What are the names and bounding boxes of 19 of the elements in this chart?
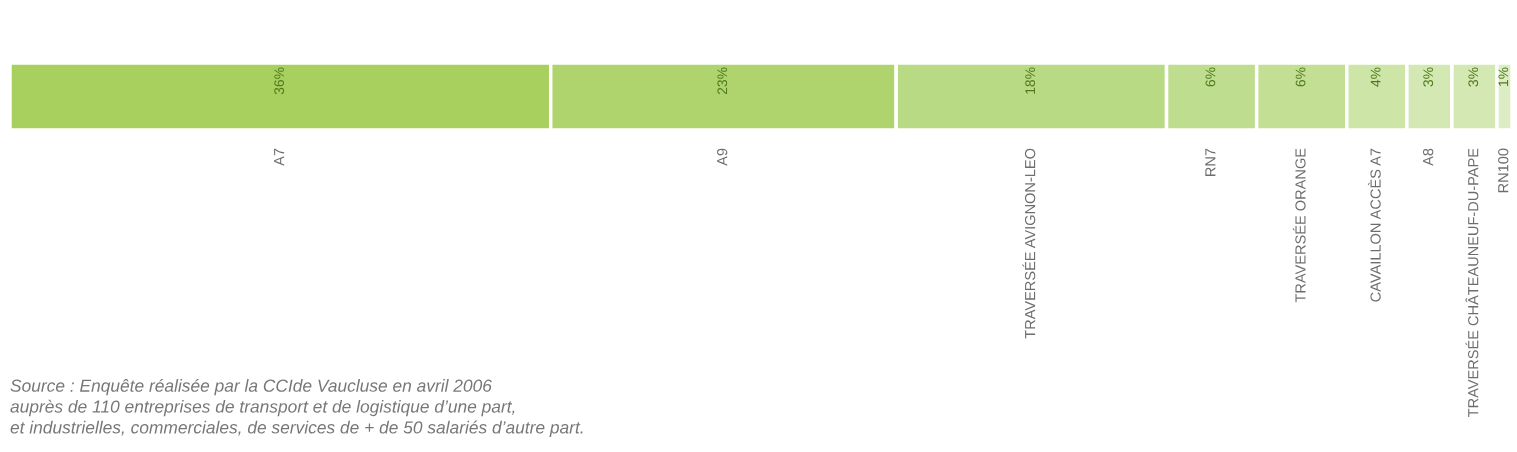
data-label: 3% — [1468, 67, 1479, 87]
data-label: 18% — [1025, 67, 1036, 94]
text: RN100 — [1498, 148, 1509, 193]
text: RN7 — [1205, 148, 1216, 176]
data-label: 6% — [1295, 67, 1306, 87]
text: TRAVERSÉE AVIGNON-LEO — [1022, 148, 1036, 339]
text: TRAVERSÉE ORANGE — [1292, 148, 1306, 303]
text: A7 — [274, 148, 285, 166]
data-label: 6% — [1205, 67, 1216, 87]
text: A8 — [1422, 148, 1434, 166]
data-label: 36% — [274, 67, 285, 95]
source-note: Source : Enquête réalisée par la CCIde Vaucluse en avril 2006 auprès de 110 entreprises de transport et de logistique d’une part, et industrielles, commerciales, de services de + de 50 salariés d’autre part. — [10, 378, 583, 437]
text: TRAVERSÉE CHÂTEAUNEUF-DU-PAPE — [1465, 148, 1479, 417]
data-label: 3% — [1423, 67, 1434, 87]
data-label: 23% — [717, 67, 728, 95]
text: A9 — [717, 148, 728, 166]
data-label: 1% — [1498, 67, 1509, 87]
text: CAVAILLON ACCÈS A7 — [1367, 148, 1381, 302]
data-label: 4% — [1370, 67, 1381, 87]
